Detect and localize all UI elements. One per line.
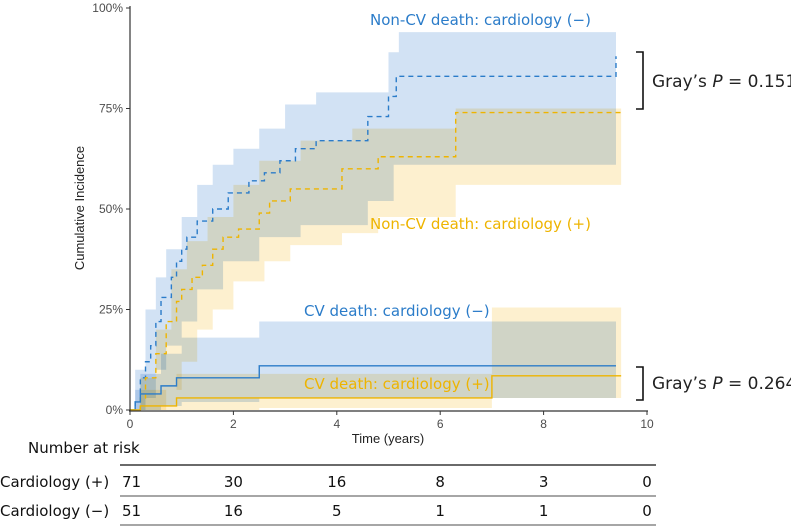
y-axis-label: Cumulative Incidence [72, 146, 87, 270]
risk-count: 5 [332, 502, 342, 520]
annotations: Non-CV death: cardiology (−) Non-CV deat… [304, 11, 791, 401]
x-tick-label: 2 [230, 417, 237, 431]
risk-row-label: Cardiology (+) [0, 473, 109, 491]
risk-count: 16 [224, 502, 243, 520]
risk-count: 3 [539, 473, 549, 491]
y-tick-label: 75% [99, 102, 123, 116]
bracket-cv [636, 366, 644, 401]
risk-count: 51 [122, 502, 141, 520]
y-tick-label: 50% [99, 202, 123, 216]
risk-count: 8 [435, 473, 445, 491]
risk-row-label: Cardiology (−) [0, 502, 109, 520]
series-line-0 [130, 56, 617, 411]
risk-count: 1 [435, 502, 445, 520]
y-tick-label: 25% [99, 303, 123, 317]
risk-count: 16 [327, 473, 346, 491]
x-tick-label: 10 [640, 417, 654, 431]
bracket-noncv [636, 51, 644, 110]
x-tick-label: 4 [333, 417, 340, 431]
ci-band-1 [130, 64, 622, 410]
gray-p-cv: Gray’s P = 0.264 [652, 374, 791, 394]
series-line-2 [130, 365, 616, 411]
risk-count: 1 [539, 502, 549, 520]
label-cv-plus: CV death: cardiology (+) [304, 375, 490, 393]
risk-count: 0 [642, 502, 652, 520]
risk-count: 0 [642, 473, 652, 491]
x-axis-label: Time (years) [352, 431, 424, 446]
label-cv-minus: CV death: cardiology (−) [304, 302, 490, 320]
y-tick-label: 0% [106, 403, 124, 417]
label-noncv-minus: Non-CV death: cardiology (−) [370, 11, 591, 29]
risk-count: 71 [122, 473, 141, 491]
series-line-1 [130, 111, 622, 411]
incidence-lines [130, 56, 622, 411]
risk-table: Number at risk Cardiology (+) 71 30 16 8 3 0Ca… [0, 439, 656, 526]
gray-p-noncv: Gray’s P = 0.151 [652, 72, 791, 92]
y-tick-label: 100% [92, 1, 123, 15]
risk-count: 30 [224, 473, 243, 491]
risk-table-title: Number at risk [28, 439, 140, 457]
label-noncv-plus: Non-CV death: cardiology (+) [370, 215, 591, 233]
x-tick-label: 0 [127, 417, 134, 431]
x-tick-label: 8 [540, 417, 547, 431]
ci-band-3 [130, 307, 622, 410]
x-tick-label: 6 [437, 417, 444, 431]
axes: 0 2 4 6 8 100%25%50%75%100% Cumulative Incide… [72, 1, 654, 446]
series-line-3 [130, 375, 622, 411]
